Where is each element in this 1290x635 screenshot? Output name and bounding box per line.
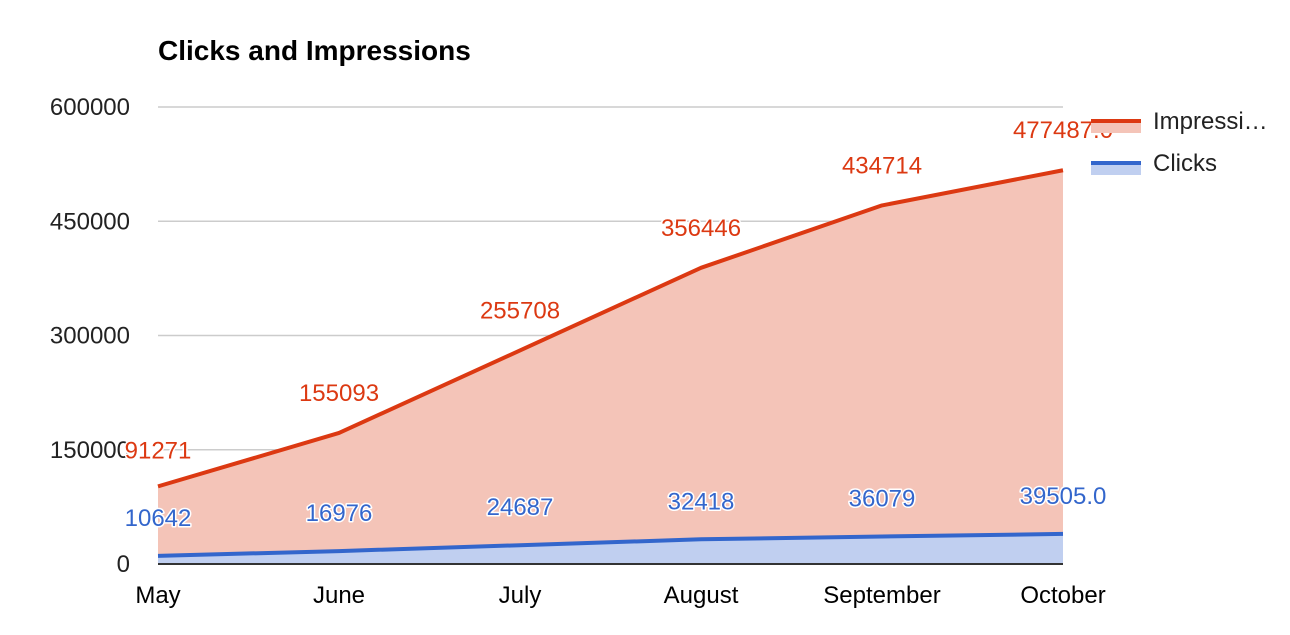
area-clicks <box>158 533 1063 564</box>
legend-label: Impressi… <box>1153 108 1268 135</box>
data-label-impressions: 91271 <box>125 437 192 464</box>
data-label-clicks: 32418 <box>668 488 735 515</box>
x-tick-label: May <box>135 582 180 609</box>
x-tick-label: July <box>499 582 542 609</box>
y-axis-tick-labels: 0 150000 300000 450000 600000 <box>50 94 130 578</box>
data-label-clicks: 24687 <box>487 494 554 521</box>
y-tick-label: 150000 <box>50 437 130 464</box>
legend-swatch <box>1091 163 1141 175</box>
data-label-impressions: 356446 <box>661 215 741 242</box>
x-tick-label: October <box>1020 582 1105 609</box>
series-areas <box>158 170 1063 564</box>
x-axis-tick-labels: May June July August September October <box>135 582 1105 609</box>
data-label-impressions: 255708 <box>480 297 560 324</box>
data-label-impressions: 155093 <box>299 380 379 407</box>
x-tick-label: June <box>313 582 365 609</box>
series-lines <box>157 168 1064 558</box>
data-label-clicks: 16976 <box>306 500 373 527</box>
legend-label: Clicks <box>1153 150 1217 177</box>
data-label-clicks: 39505.0 <box>1020 483 1107 510</box>
x-tick-label: August <box>664 582 739 609</box>
legend-swatch <box>1091 121 1141 133</box>
line-clicks <box>157 531 1064 558</box>
y-tick-label: 450000 <box>50 208 130 235</box>
data-label-clicks: 10642 <box>125 505 192 532</box>
line-impressions <box>157 168 1064 489</box>
y-tick-label: 0 <box>117 551 130 578</box>
data-labels: 10642 16976 24687 32418 36079 39505.0 91271 155… <box>123 116 1114 534</box>
y-tick-label: 600000 <box>50 94 130 121</box>
y-tick-label: 300000 <box>50 323 130 350</box>
chart-title: Clicks and Impressions <box>158 35 471 66</box>
data-label-clicks: 36079 <box>849 486 916 513</box>
data-label-impressions: 434714 <box>842 152 922 179</box>
x-tick-label: September <box>823 582 940 609</box>
area-impressions <box>158 170 1063 556</box>
legend: Impressi… Clicks <box>1091 108 1268 177</box>
